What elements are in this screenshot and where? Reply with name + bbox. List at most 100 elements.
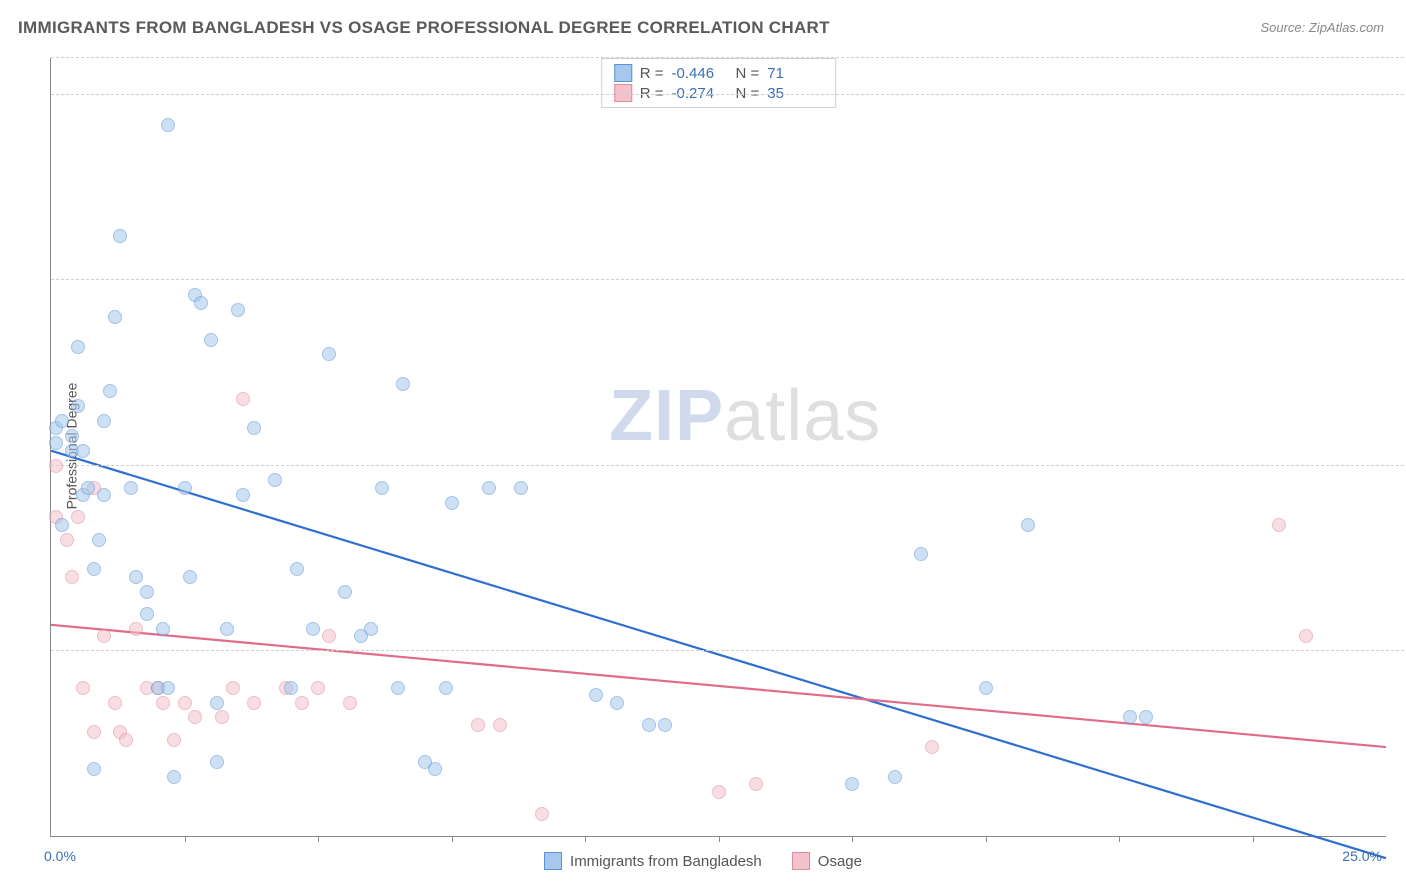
scatter-point — [845, 777, 859, 791]
scatter-point — [119, 733, 133, 747]
scatter-point — [140, 607, 154, 621]
x-axis-max-label: 25.0% — [1342, 848, 1382, 864]
scatter-point — [49, 436, 63, 450]
scatter-point — [140, 585, 154, 599]
scatter-point — [284, 681, 298, 695]
scatter-point — [311, 681, 325, 695]
chart-title: IMMIGRANTS FROM BANGLADESH VS OSAGE PROF… — [18, 18, 830, 38]
scatter-point — [247, 696, 261, 710]
scatter-point — [1272, 518, 1286, 532]
x-tick — [719, 836, 720, 842]
scatter-point — [220, 622, 234, 636]
scatter-point — [210, 696, 224, 710]
scatter-point — [97, 629, 111, 643]
scatter-point — [375, 481, 389, 495]
legend-item-1: Immigrants from Bangladesh — [544, 852, 762, 870]
gridline — [51, 650, 1404, 651]
scatter-point — [979, 681, 993, 695]
scatter-point — [236, 392, 250, 406]
scatter-point — [103, 384, 117, 398]
scatter-point — [231, 303, 245, 317]
scatter-point — [290, 562, 304, 576]
scatter-point — [156, 696, 170, 710]
scatter-point — [482, 481, 496, 495]
scatter-point — [925, 740, 939, 754]
y-tick-label: 5.0% — [1393, 458, 1406, 474]
x-tick — [852, 836, 853, 842]
scatter-point — [97, 488, 111, 502]
x-tick — [1253, 836, 1254, 842]
scatter-point — [247, 421, 261, 435]
scatter-point — [49, 459, 63, 473]
swatch-series-2-bottom — [792, 852, 810, 870]
scatter-point — [178, 481, 192, 495]
scatter-point — [295, 696, 309, 710]
scatter-point — [156, 622, 170, 636]
scatter-point — [65, 429, 79, 443]
gridline — [51, 94, 1404, 95]
scatter-point — [71, 340, 85, 354]
y-tick-label: 7.5% — [1393, 272, 1406, 288]
scatter-point — [129, 622, 143, 636]
scatter-point — [87, 725, 101, 739]
scatter-point — [439, 681, 453, 695]
legend-item-2: Osage — [792, 852, 862, 870]
scatter-point — [428, 762, 442, 776]
scatter-point — [1299, 629, 1313, 643]
scatter-point — [167, 733, 181, 747]
trend-lines-svg — [51, 58, 1386, 836]
scatter-point — [364, 622, 378, 636]
source-attribution: Source: ZipAtlas.com — [1260, 20, 1384, 35]
swatch-series-1-bottom — [544, 852, 562, 870]
scatter-point — [97, 414, 111, 428]
trend-line — [51, 625, 1386, 747]
scatter-point — [65, 570, 79, 584]
scatter-point — [658, 718, 672, 732]
series-1-name: Immigrants from Bangladesh — [570, 853, 762, 870]
scatter-point — [215, 710, 229, 724]
x-tick — [1119, 836, 1120, 842]
scatter-point — [1139, 710, 1153, 724]
scatter-point — [514, 481, 528, 495]
scatter-point — [914, 547, 928, 561]
scatter-point — [535, 807, 549, 821]
scatter-point — [610, 696, 624, 710]
scatter-point — [161, 681, 175, 695]
scatter-point — [55, 414, 69, 428]
scatter-point — [1021, 518, 1035, 532]
scatter-point — [129, 570, 143, 584]
scatter-point — [55, 518, 69, 532]
scatter-point — [87, 762, 101, 776]
scatter-point — [71, 399, 85, 413]
scatter-point — [108, 696, 122, 710]
scatter-point — [322, 629, 336, 643]
scatter-point — [343, 696, 357, 710]
scatter-point — [888, 770, 902, 784]
scatter-plot-area: ZIPatlas R = -0.446 N = 71 R = -0.274 N … — [50, 58, 1386, 837]
gridline — [51, 57, 1404, 58]
scatter-point — [92, 533, 106, 547]
scatter-point — [60, 533, 74, 547]
y-tick-label: 10.0% — [1393, 87, 1406, 103]
scatter-point — [188, 710, 202, 724]
scatter-point — [338, 585, 352, 599]
scatter-point — [76, 681, 90, 695]
scatter-point — [71, 510, 85, 524]
scatter-point — [167, 770, 181, 784]
scatter-point — [391, 681, 405, 695]
scatter-point — [124, 481, 138, 495]
scatter-point — [194, 296, 208, 310]
scatter-point — [642, 718, 656, 732]
scatter-point — [236, 488, 250, 502]
series-legend: Immigrants from Bangladesh Osage — [544, 852, 862, 870]
x-tick — [986, 836, 987, 842]
scatter-point — [204, 333, 218, 347]
scatter-point — [396, 377, 410, 391]
scatter-point — [108, 310, 122, 324]
scatter-point — [87, 562, 101, 576]
x-tick — [585, 836, 586, 842]
series-2-name: Osage — [818, 853, 862, 870]
scatter-point — [322, 347, 336, 361]
scatter-point — [178, 696, 192, 710]
x-tick — [185, 836, 186, 842]
